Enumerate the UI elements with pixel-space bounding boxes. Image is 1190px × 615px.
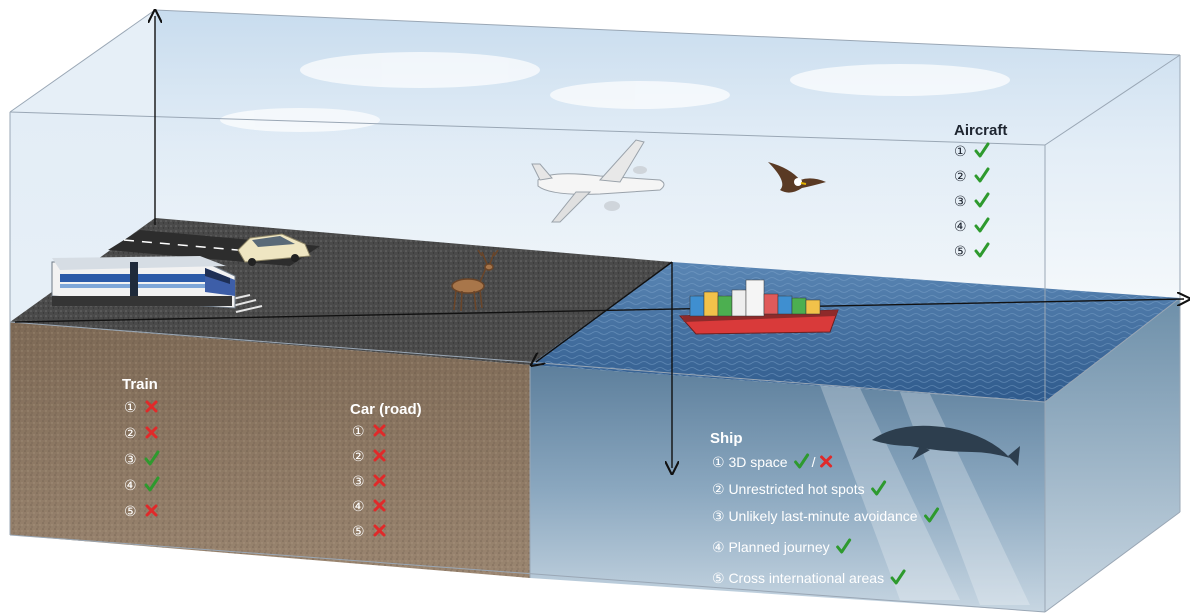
axes xyxy=(14,16,1184,468)
aircraft-item-number: ⑤ xyxy=(954,243,967,259)
ship-item: ⑤ Cross international areas xyxy=(712,569,906,586)
car-item-number: ② xyxy=(352,448,365,464)
horizontal-axis-right xyxy=(14,299,1184,323)
aircraft-item: ② xyxy=(954,167,990,184)
ship-item-text: ③ Unlikely last-minute avoidance xyxy=(712,508,918,524)
check-icon xyxy=(871,480,887,496)
ship-item: ④ Planned journey xyxy=(712,538,852,555)
ship-item: ① 3D space / xyxy=(712,453,833,470)
aircraft-item: ⑤ xyxy=(954,242,990,259)
check-icon xyxy=(836,538,852,554)
check-icon xyxy=(974,142,990,158)
check-icon xyxy=(890,569,906,585)
cross-icon xyxy=(145,400,158,413)
clouds xyxy=(220,52,1010,132)
ship-item-text: ⑤ Cross international areas xyxy=(712,570,884,586)
check-icon xyxy=(974,217,990,233)
deer-illustration xyxy=(451,249,499,312)
car-item-number: ③ xyxy=(352,473,365,489)
check-icon xyxy=(144,450,160,466)
cross-icon xyxy=(373,449,386,462)
ship-item-separator: / xyxy=(812,454,816,470)
cross-icon xyxy=(145,426,158,439)
car-item: ④ xyxy=(352,498,386,514)
check-icon xyxy=(924,507,940,523)
airplane-illustration xyxy=(531,139,665,223)
car-item: ② xyxy=(352,448,386,464)
car-item: ③ xyxy=(352,473,386,489)
aircraft-item: ③ xyxy=(954,192,990,209)
train-item-number: ③ xyxy=(124,451,137,467)
aircraft-item-number: ④ xyxy=(954,218,967,234)
whale-illustration xyxy=(872,425,1020,466)
aircraft-title: Aircraft xyxy=(954,122,1007,139)
cross-icon xyxy=(373,424,386,437)
eagle-illustration xyxy=(768,162,826,193)
train-item-number: ① xyxy=(124,399,137,415)
ship-title: Ship xyxy=(710,430,743,447)
train-panel: Train ① ② ③ ④ ⑤ xyxy=(122,376,160,519)
car-title: Car (road) xyxy=(350,401,422,418)
ship-illustration xyxy=(678,279,839,335)
horizontal-axis-left xyxy=(536,261,673,362)
aircraft-item-number: ② xyxy=(954,168,967,184)
aircraft-item-number: ① xyxy=(954,143,967,159)
car-item: ⑤ xyxy=(352,523,386,539)
ship-item-text: ④ Planned journey xyxy=(712,539,830,555)
check-icon xyxy=(974,167,990,183)
cross-icon xyxy=(373,524,386,537)
check-icon xyxy=(974,192,990,208)
car-illustration xyxy=(237,233,311,266)
aircraft-item-number: ③ xyxy=(954,193,967,209)
car-item-number: ① xyxy=(352,423,365,439)
train-title: Train xyxy=(122,376,158,393)
aircraft-item: ① xyxy=(954,142,990,159)
check-icon xyxy=(974,242,990,258)
train-item: ③ xyxy=(124,450,160,467)
cross-icon xyxy=(145,504,158,517)
train-item-number: ⑤ xyxy=(124,503,137,519)
check-icon xyxy=(144,476,160,492)
ship-panel: Ship ① 3D space / ② Unrestricted hot spots… xyxy=(710,430,940,586)
ship-item: ③ Unlikely last-minute avoidance xyxy=(712,507,940,524)
car-item-number: ④ xyxy=(352,498,365,514)
ship-item: ② Unrestricted hot spots xyxy=(712,480,887,497)
train-item: ⑤ xyxy=(124,503,158,519)
cross-icon xyxy=(373,499,386,512)
ship-item-text: ② Unrestricted hot spots xyxy=(712,481,865,497)
car-item: ① xyxy=(352,423,386,439)
train-item-number: ② xyxy=(124,425,137,441)
aircraft-panel: Aircraft ① ② ③ ④ ⑤ xyxy=(954,122,1007,259)
aircraft-item: ④ xyxy=(954,217,990,234)
train-item: ④ xyxy=(124,476,160,493)
car-panel: Car (road) ① ② ③ ④ ⑤ xyxy=(350,401,422,539)
cross-icon xyxy=(820,455,833,468)
train-illustration xyxy=(51,256,236,309)
train-item: ② xyxy=(124,425,158,441)
car-item-number: ⑤ xyxy=(352,523,365,539)
train-item-number: ④ xyxy=(124,477,137,493)
check-icon xyxy=(794,453,810,469)
cross-icon xyxy=(373,474,386,487)
train-item: ① xyxy=(124,399,158,415)
ship-item-text: ① 3D space xyxy=(712,454,788,470)
